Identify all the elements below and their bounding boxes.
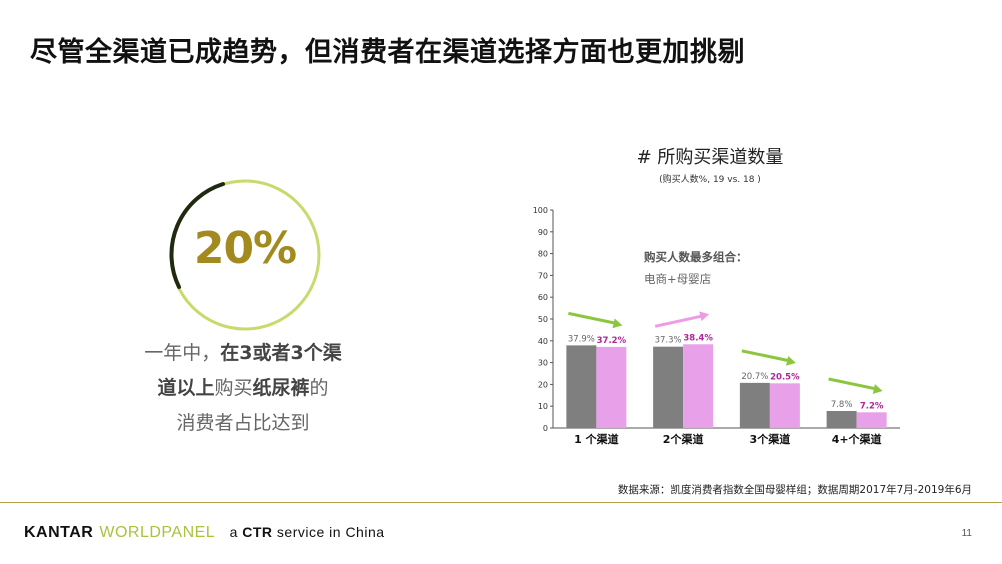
y-tick-label: 50 [538, 315, 548, 324]
bar-data-label: 7.2% [860, 401, 884, 411]
desc-line1-b: 在3或者3个渠 [220, 342, 342, 364]
slide-title: 尽管全渠道已成趋势，但消费者在渠道选择方面也更加挑剔 [30, 37, 745, 68]
y-tick-label: 60 [538, 293, 548, 302]
bar-series2 [596, 346, 627, 428]
y-tick-label: 10 [538, 402, 548, 411]
brand-kantar: KANTAR [24, 524, 94, 541]
desc-line3: 消费者占比达到 [176, 412, 310, 434]
trend-arrowhead-down-icon [872, 384, 883, 394]
x-tick-label: 2个渠道 [663, 432, 704, 446]
footer-divider [0, 502, 1002, 503]
brand-worldpanel: WORLDPANEL [99, 524, 215, 541]
chart-subtitle: (购买人数%, 19 vs. 18 ) [659, 175, 761, 185]
highlight-circle: 20% [165, 175, 325, 335]
bar-data-label: 20.7% [741, 372, 768, 382]
bar-series1 [566, 345, 597, 428]
x-tick-label: 1 个渠道 [574, 432, 618, 446]
y-tick-label: 70 [538, 271, 548, 280]
page-number: 11 [961, 528, 972, 539]
x-tick-label: 3个渠道 [750, 432, 791, 446]
y-tick-label: 100 [533, 206, 548, 215]
y-tick-label: 80 [538, 250, 548, 259]
bar-data-label: 38.4% [683, 333, 713, 343]
desc-line2-a: 道以上 [157, 377, 215, 399]
y-tick-label: 20 [538, 380, 548, 389]
bar-data-label: 37.2% [597, 336, 627, 346]
y-tick-label: 0 [543, 424, 548, 433]
chart-annotation-title: 购买人数最多组合： [644, 250, 748, 264]
bar-series1 [739, 382, 770, 428]
trend-arrowhead-down-icon [612, 318, 623, 329]
trend-arrowhead-down-icon [786, 356, 796, 366]
bar-series2 [856, 412, 887, 428]
bar-series1 [653, 346, 684, 428]
trend-arrow-down-icon [568, 311, 617, 325]
chart-title: # 所购买渠道数量 [636, 147, 784, 168]
y-tick-label: 40 [538, 337, 548, 346]
bar-series2 [683, 344, 714, 428]
bar-data-label: 37.9% [568, 334, 595, 344]
brand-ctr: a CTR service in China [229, 524, 385, 540]
chart-annotation-text: 电商+母婴店 [644, 272, 711, 286]
desc-line2-c: 纸尿裤 [252, 377, 310, 399]
circle-ring-icon [169, 179, 321, 331]
trend-arrow-down-icon [828, 377, 877, 391]
desc-line2-d: 的 [309, 377, 329, 399]
y-tick-label: 30 [538, 359, 548, 368]
footer-brand: KANTAR WORLDPANEL a CTR service in China [24, 524, 385, 542]
trend-arrowhead-up-icon [699, 311, 710, 322]
highlight-value: 20% [193, 223, 297, 274]
highlight-description: 一年中，在3或者3个渠 道以上购买纸尿裤的 消费者占比达到 [118, 336, 368, 441]
bar-data-label: 37.3% [655, 336, 682, 346]
data-source-note: 数据来源：凯度消费者指数全国母婴样组；数据周期2017年7月-2019年6月 [617, 484, 972, 496]
desc-line1-a: 一年中， [144, 342, 221, 364]
trend-arrow-up-icon [654, 314, 704, 328]
bar-series2 [769, 383, 800, 428]
desc-line2-b: 购买 [214, 377, 253, 399]
bar-chart: 0 10 20 30 40 50 60 70 80 90 100 37.9% 37.2% 1 个渠道 37.… [533, 206, 900, 446]
x-tick-label: 4+个渠道 [832, 432, 882, 446]
bar-series1 [826, 410, 857, 428]
y-tick-label: 90 [538, 228, 548, 237]
trend-arrow-down-icon [741, 349, 791, 363]
bar-data-label: 20.5% [770, 372, 800, 382]
bar-data-label: 7.8% [831, 400, 853, 410]
